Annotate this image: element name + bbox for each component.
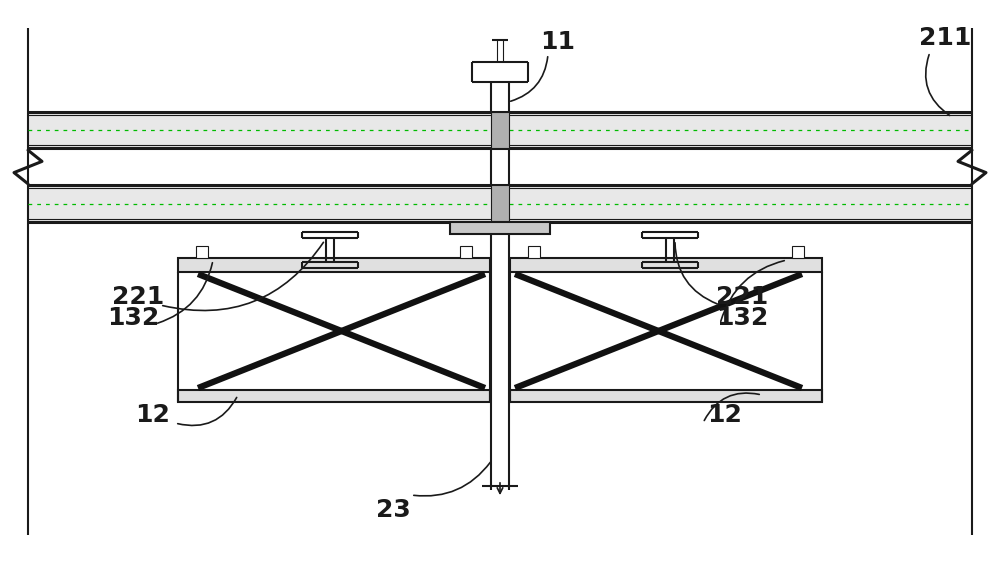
Bar (510, 258, 822, 272)
Bar (792, 246, 804, 258)
Bar (491, 112, 509, 148)
Text: 12: 12 (708, 403, 742, 427)
Text: 221: 221 (112, 285, 164, 309)
Text: 11: 11 (540, 30, 576, 54)
Text: 132: 132 (107, 306, 159, 330)
Text: 23: 23 (376, 498, 410, 522)
Text: 12: 12 (136, 403, 170, 427)
Text: 211: 211 (919, 26, 971, 50)
Text: 132: 132 (716, 306, 768, 330)
Bar (490, 258, 491, 402)
Bar (510, 390, 822, 402)
Bar (491, 185, 509, 222)
Bar (196, 246, 208, 258)
Bar (178, 258, 490, 272)
Bar (450, 222, 550, 234)
Bar (28, 112, 972, 148)
Bar (528, 246, 540, 258)
Bar (460, 246, 472, 258)
Bar (178, 390, 490, 402)
Text: 221: 221 (716, 285, 768, 309)
Bar (28, 185, 972, 222)
